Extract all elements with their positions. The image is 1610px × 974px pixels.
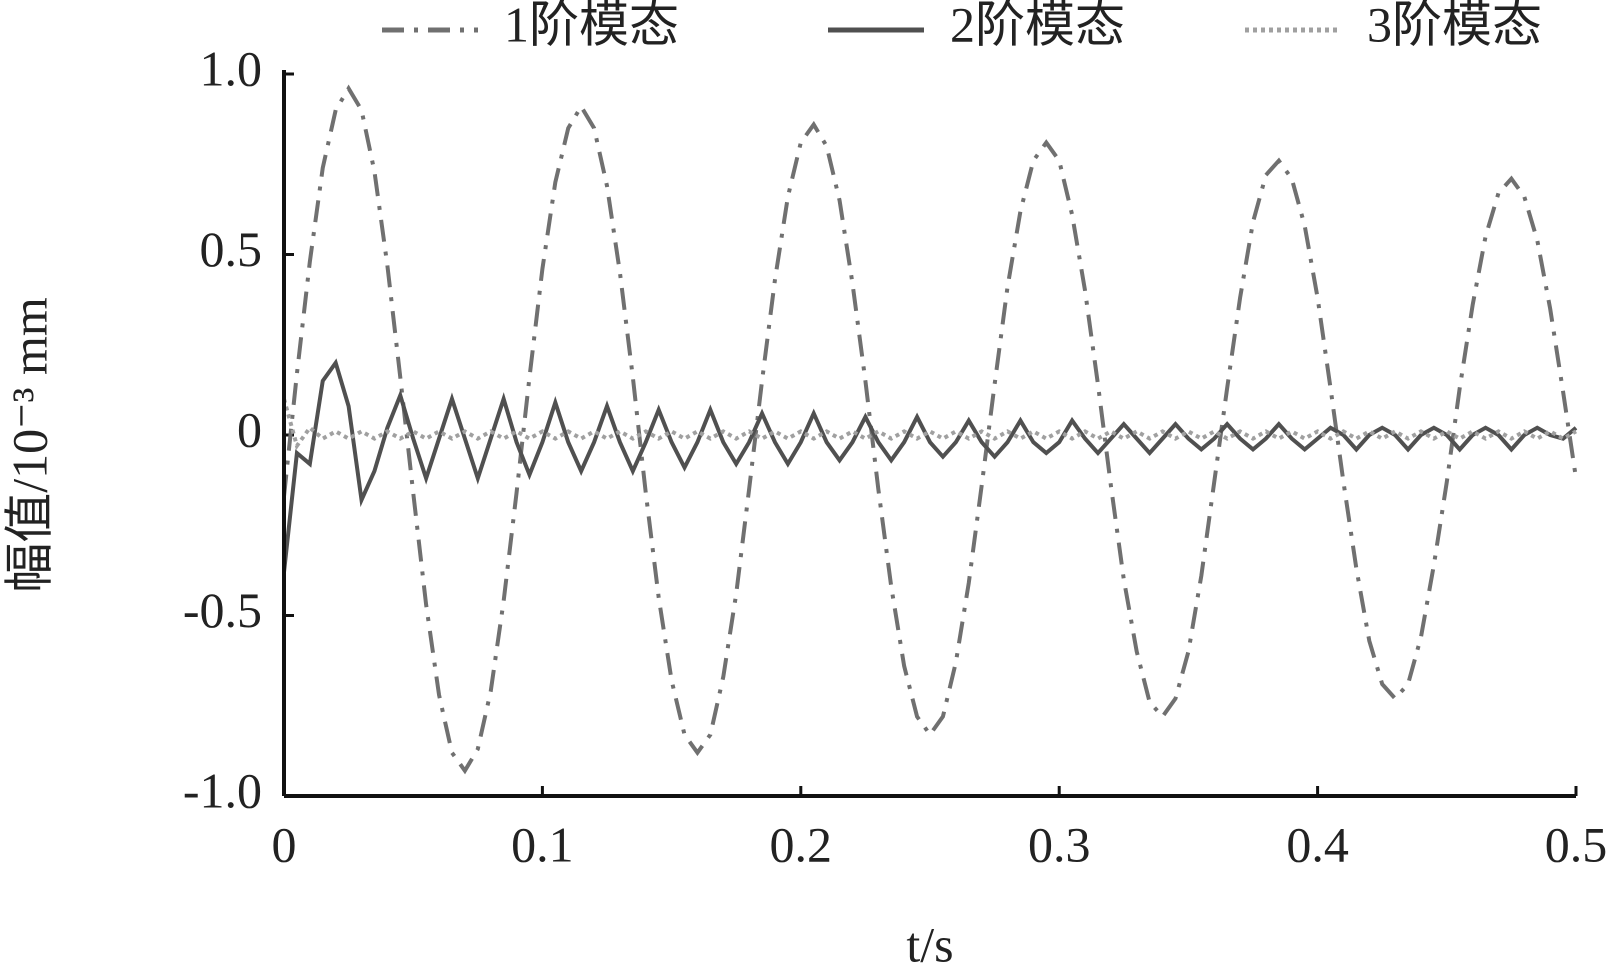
x-tick-label: 0.2 <box>770 816 833 872</box>
x-tick-label: 0.5 <box>1545 816 1608 872</box>
legend-label: 1阶模态 <box>504 0 679 52</box>
y-tick-label: -0.5 <box>183 582 262 638</box>
x-axis-label: t/s <box>906 916 953 972</box>
y-tick-label: -1.0 <box>183 762 262 818</box>
x-tick-label: 0.4 <box>1286 816 1349 872</box>
series-line <box>282 358 1578 573</box>
series-line <box>282 398 1577 451</box>
x-tick-label: 0.1 <box>511 816 574 872</box>
y-tick-label: 0 <box>237 401 262 457</box>
legend-label: 2阶模态 <box>950 0 1125 52</box>
x-tick-label: 0 <box>272 816 297 872</box>
y-axis-label: 幅值/10⁻³ mm <box>1 297 57 593</box>
series-line <box>282 84 1578 775</box>
x-tick-label: 0.3 <box>1028 816 1091 872</box>
y-tick-label: 1.0 <box>200 40 263 96</box>
legend-label: 3阶模态 <box>1367 0 1542 52</box>
y-tick-label: 0.5 <box>200 221 263 277</box>
